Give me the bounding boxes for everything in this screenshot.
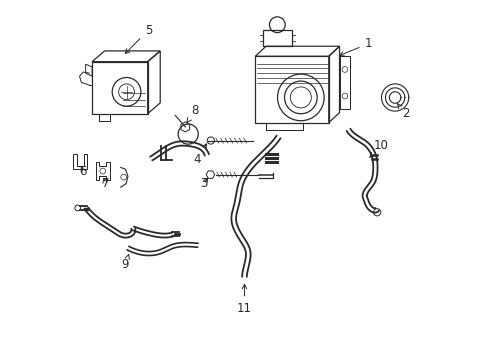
Text: 8: 8 xyxy=(186,104,198,123)
Text: 11: 11 xyxy=(237,284,251,315)
Text: 3: 3 xyxy=(200,177,207,190)
Text: 4: 4 xyxy=(193,144,206,166)
Text: 6: 6 xyxy=(79,165,87,177)
Text: 2: 2 xyxy=(397,104,409,120)
Text: 5: 5 xyxy=(125,24,152,54)
Text: 7: 7 xyxy=(102,177,109,190)
Text: 9: 9 xyxy=(122,255,129,271)
Text: 10: 10 xyxy=(369,139,387,157)
Text: 1: 1 xyxy=(339,37,371,56)
